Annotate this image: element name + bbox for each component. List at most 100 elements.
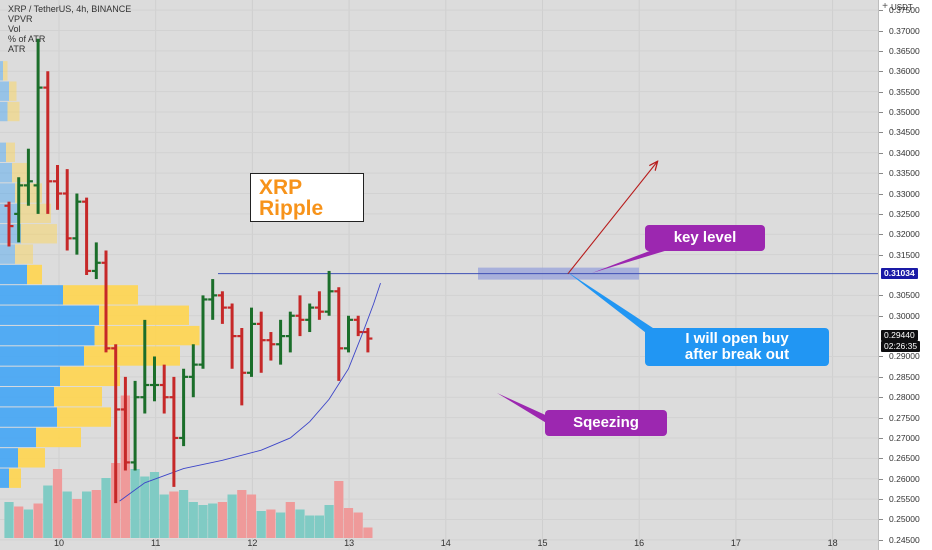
ohlc-bar-down bbox=[169, 376, 179, 487]
legend-indicator-atr[interactable]: ATR bbox=[8, 44, 26, 54]
ohlc-bar-up bbox=[72, 193, 82, 255]
price-tick-mark bbox=[879, 71, 883, 73]
price-unit: USDT bbox=[891, 3, 913, 12]
add-icon[interactable]: + bbox=[882, 1, 888, 12]
ohlc-bar-down bbox=[43, 71, 53, 214]
ohlc-bar-up bbox=[305, 303, 315, 333]
price-tick-mark bbox=[879, 254, 883, 256]
open-buy-line1: I will open buy bbox=[685, 330, 789, 347]
price-tick-mark bbox=[879, 437, 883, 439]
ohlc-bar-up bbox=[130, 380, 140, 471]
time-label: 10 bbox=[53, 538, 65, 548]
volume-bar bbox=[237, 490, 247, 538]
ohlc-bar-up bbox=[276, 319, 286, 365]
vpvr-row-down bbox=[36, 427, 81, 448]
ohlc-bar-down bbox=[120, 376, 130, 471]
volume-bar bbox=[101, 478, 111, 538]
volume-bar bbox=[305, 515, 315, 538]
price-tick-label: 0.32500 bbox=[889, 208, 920, 219]
ohlc-bar-up bbox=[188, 344, 198, 398]
key-level-pointer bbox=[592, 247, 668, 273]
price-tick-mark bbox=[879, 234, 883, 236]
vpvr-row-down bbox=[84, 346, 180, 366]
vpvr-row-down bbox=[57, 407, 111, 427]
ohlc-bar-down bbox=[4, 201, 14, 247]
ohlc-bar-up bbox=[140, 319, 150, 414]
price-tick-mark bbox=[879, 10, 883, 12]
ma-line bbox=[119, 283, 381, 502]
time-label: 16 bbox=[634, 538, 645, 548]
xrp-ripple-note[interactable]: XRP Ripple bbox=[250, 173, 364, 222]
vpvr-row-up bbox=[0, 285, 63, 305]
ohlc-bar-down bbox=[353, 315, 363, 337]
price-tick-mark bbox=[879, 173, 883, 175]
vpvr-row-up bbox=[0, 264, 27, 285]
price-tick-label: 0.27500 bbox=[889, 412, 920, 423]
ohlc-bar-up bbox=[208, 279, 218, 320]
time-label: 17 bbox=[730, 538, 741, 548]
vpvr-row-up bbox=[0, 305, 99, 325]
price-tick-mark bbox=[879, 30, 883, 32]
volume-bar bbox=[334, 481, 344, 538]
xrp-note-line1: XRP bbox=[259, 176, 303, 199]
vpvr-row-up bbox=[0, 101, 8, 122]
vpvr-row-up bbox=[0, 427, 36, 448]
price-tick-label: 0.32000 bbox=[889, 229, 920, 240]
volume-bar bbox=[43, 485, 53, 538]
vpvr-row-down bbox=[18, 448, 45, 468]
price-tick-mark bbox=[879, 397, 883, 399]
ohlc-bar-down bbox=[62, 169, 72, 251]
ohlc-bar-down bbox=[217, 291, 227, 324]
price-tick-label: 0.28500 bbox=[889, 371, 920, 382]
price-tick-label: 0.28000 bbox=[889, 392, 920, 403]
volume-bar bbox=[276, 512, 286, 538]
vpvr-row-down bbox=[27, 264, 42, 285]
vpvr-row-down bbox=[18, 203, 51, 224]
vpvr-row-down bbox=[54, 387, 102, 407]
sqeezing-callout[interactable]: Sqeezing bbox=[545, 410, 667, 436]
volume-bar bbox=[82, 491, 92, 538]
volume-bar bbox=[169, 491, 179, 538]
price-tick-mark bbox=[879, 213, 883, 215]
price-tick-label: 0.34500 bbox=[889, 127, 920, 138]
price-tick-label: 0.31500 bbox=[889, 249, 920, 260]
vpvr-row-down bbox=[6, 142, 15, 162]
price-tick-mark bbox=[879, 478, 883, 480]
vpvr-row-down bbox=[60, 366, 120, 387]
vpvr-row-up bbox=[0, 142, 6, 162]
vpvr-row-down bbox=[15, 244, 33, 264]
legend-indicator-vol[interactable]: Vol bbox=[8, 24, 21, 34]
vpvr-row-up bbox=[0, 183, 15, 203]
volume-bar bbox=[343, 508, 354, 538]
price-axis[interactable]: + USDT 0.37500 0.37000 0.36500 0.36000 0.355… bbox=[878, 0, 932, 550]
key-level-price-tag: 0.31034 bbox=[881, 268, 918, 279]
chart-area[interactable]: XRP / TetherUS, 4h, BINANCE VPVR Vol % o… bbox=[0, 0, 878, 550]
vpvr-row-up bbox=[0, 162, 12, 183]
vpvr-row-up bbox=[0, 325, 95, 346]
price-tick-label: 0.37500 bbox=[889, 5, 920, 16]
volume-bar bbox=[23, 509, 33, 538]
price-tick-mark bbox=[879, 152, 883, 154]
volume-bar bbox=[14, 506, 24, 538]
key-level-callout[interactable]: key level bbox=[645, 225, 765, 251]
volume-bar bbox=[62, 491, 72, 538]
chart-canvas[interactable] bbox=[0, 0, 878, 550]
ohlc-bar-up bbox=[198, 295, 208, 369]
volume-bar bbox=[353, 512, 363, 538]
vpvr-row-up bbox=[0, 407, 57, 427]
xrp-note-line2: Ripple bbox=[259, 197, 324, 220]
vpvr-row-down bbox=[9, 468, 21, 488]
price-tick-label: 0.29000 bbox=[889, 351, 920, 362]
price-tick-mark bbox=[879, 539, 883, 541]
price-tick-label: 0.25000 bbox=[889, 514, 920, 525]
legend-indicator-atr-pct[interactable]: % of ATR bbox=[8, 34, 46, 44]
ohlc-bar-down bbox=[227, 303, 237, 369]
ohlc-bar-up bbox=[285, 311, 295, 353]
key-level-zone bbox=[218, 267, 878, 280]
price-tick-label: 0.36000 bbox=[889, 66, 920, 77]
price-tick-label: 0.36500 bbox=[889, 45, 920, 56]
price-tick-label: 0.37000 bbox=[889, 25, 920, 36]
open-buy-callout[interactable]: I will open buy after break out bbox=[645, 328, 829, 366]
open-buy-line2: after break out bbox=[684, 346, 790, 363]
legend-indicator-vpvr[interactable]: VPVR bbox=[8, 14, 33, 24]
